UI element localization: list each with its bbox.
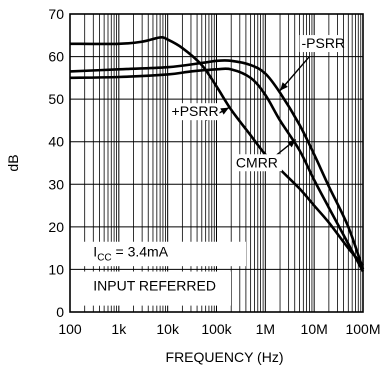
- x-tick-label: 10k: [156, 321, 180, 337]
- icc-main: I: [93, 244, 97, 260]
- y-tick-label: 60: [48, 49, 64, 65]
- curves: [69, 36, 365, 273]
- y-tick-label: 70: [48, 6, 64, 22]
- x-tick-label: 100k: [201, 321, 232, 337]
- x-axis-label: FREQUENCY (Hz): [166, 349, 284, 365]
- y-tick-label: 40: [48, 134, 64, 150]
- input-referred-bg: [71, 271, 231, 306]
- icc-subscript: CC: [97, 253, 111, 264]
- x-tick-label: 1k: [111, 321, 127, 337]
- y-axis-label: dB: [5, 154, 21, 171]
- series-line-0: [69, 36, 364, 267]
- annotation-bg: [233, 154, 282, 172]
- plot-frame: [69, 13, 364, 313]
- icc-value: = 3.4mA: [112, 244, 169, 260]
- icc-annotation: ICC = 3.4mA: [93, 244, 168, 264]
- y-tick-label: 30: [48, 176, 64, 192]
- annotation-label: +PSRR: [172, 103, 219, 119]
- annotation-labels: -PSRR +PSRR CMRR INPUT REFERRED: [93, 35, 345, 294]
- x-tick-label: 100: [58, 321, 82, 337]
- annotation-bg: [169, 103, 220, 121]
- annotation-label: CMRR: [236, 154, 278, 170]
- cmrr-arrow-head: [287, 139, 296, 148]
- psrr-minus-arrow-head: [280, 82, 288, 91]
- annotation-label: INPUT REFERRED: [93, 278, 216, 294]
- series-line-2: [69, 67, 365, 273]
- y-tick-label: 0: [56, 304, 64, 320]
- y-tick-label: 20: [48, 219, 64, 235]
- grid: [69, 13, 363, 313]
- icc-label-bg: [71, 241, 246, 267]
- annotation-label: -PSRR: [301, 35, 345, 51]
- x-tick-label: 100M: [345, 321, 380, 337]
- y-tick-label: 10: [48, 261, 64, 277]
- annotation-bg: [299, 35, 342, 53]
- series-line-1: [69, 59, 365, 270]
- psrr-plus-arrow-head: [220, 107, 229, 115]
- y-tick-labels: 0 10 20 30 40 50 60 70: [48, 6, 64, 320]
- x-tick-label: 10M: [301, 321, 328, 337]
- y-tick-label: 50: [48, 91, 64, 107]
- x-tick-labels: 100 1k 10k 100k 1M 10M 100M: [58, 321, 380, 337]
- x-tick-label: 1M: [256, 321, 275, 337]
